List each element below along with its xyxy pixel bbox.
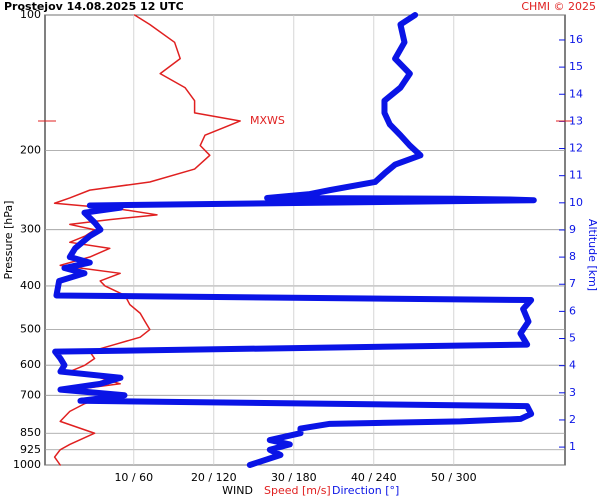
- y2-tick-label: 6: [569, 304, 576, 317]
- y-tick-label: 1000: [13, 458, 41, 471]
- y-tick-label: 850: [20, 426, 41, 439]
- series-line: [52, 12, 537, 468]
- y2-tick-label: 11: [569, 169, 583, 182]
- x-tick-label: 10 / 60: [114, 471, 153, 484]
- x-tick-label: 50 / 300: [431, 471, 477, 484]
- y-tick-label: 300: [20, 223, 41, 236]
- x-axis-label: WIND: [222, 484, 253, 497]
- y2-tick-label: 10: [569, 196, 583, 209]
- y2-tick-label: 14: [569, 87, 583, 100]
- credit: CHMI © 2025: [521, 0, 596, 13]
- y-tick-label: 700: [20, 388, 41, 401]
- y2-axis-label: Altitude [km]: [586, 219, 599, 291]
- x-tick-label: 20 / 120: [191, 471, 237, 484]
- y2-tick-label: 3: [569, 386, 576, 399]
- y-axis-label: Pressure [hPa]: [2, 201, 15, 280]
- y2-tick-label: 16: [569, 33, 583, 46]
- y2-tick-label: 9: [569, 223, 576, 236]
- chart-title: Prostejov 14.08.2025 12 UTC: [4, 0, 184, 13]
- y2-tick-label: 15: [569, 60, 583, 73]
- x-tick-label: 30 / 180: [271, 471, 317, 484]
- y-tick-label: 500: [20, 323, 41, 336]
- y2-tick-label: 8: [569, 250, 576, 263]
- y2-tick-label: 1: [569, 440, 576, 453]
- y-tick-label: 925: [20, 443, 41, 456]
- y2-tick-label: 5: [569, 332, 576, 345]
- y2-tick-label: 12: [569, 142, 583, 155]
- y-tick-label: 200: [20, 143, 41, 156]
- y-tick-label: 600: [20, 358, 41, 371]
- y-tick-label: 400: [20, 279, 41, 292]
- y-tick-label: 100: [20, 8, 41, 21]
- legend-label: Direction [°]: [332, 484, 399, 497]
- y2-tick-label: 13: [569, 114, 583, 127]
- y2-tick-label: 4: [569, 359, 576, 372]
- y2-tick-label: 2: [569, 413, 576, 426]
- mxws-label: MXWS: [250, 114, 285, 127]
- plot-frame: [44, 14, 566, 466]
- x-tick-label: 40 / 240: [351, 471, 397, 484]
- y2-tick-label: 7: [569, 277, 576, 290]
- legend-label: Speed [m/s]: [264, 484, 331, 497]
